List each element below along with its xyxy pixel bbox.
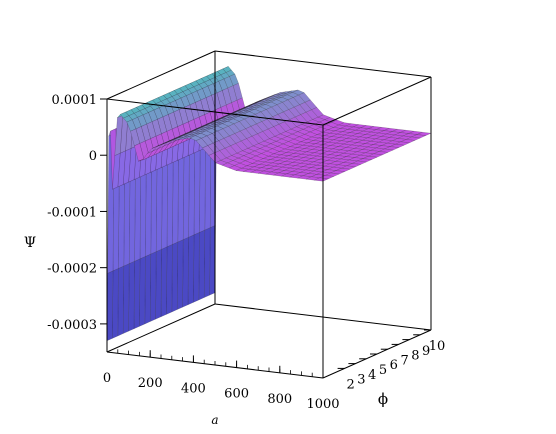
surface-patch [139,256,146,327]
box-edge-7 [106,50,216,100]
surface-patch [198,229,205,301]
surface-patch [204,227,211,298]
surface-patch [313,177,329,182]
tick-marks [100,98,431,378]
tick-labels: 0 200 400 600 800 1000 2 3 4 5 6 7 8 910 0.0001 0 -0.000… [47,93,445,412]
y-tick-label: 8 [411,349,419,364]
z-tick-label: 0.0001 [52,93,98,108]
surface-patch [182,236,189,308]
y-tick-label: 7 [400,353,408,368]
surface-patch [106,270,114,341]
z-tick-label: 0 [89,149,97,164]
surface-patch [171,241,178,313]
surface-patch [160,246,168,317]
surface-patch [177,239,184,310]
y-tick-label: 4 [368,368,376,383]
z-tick-label: -0.0001 [47,205,97,220]
x-tick-label: 0 [103,371,111,386]
surface-patch [155,248,162,320]
surface-patch [112,268,119,339]
x-tick-label: 600 [224,387,249,402]
surface-patch [193,232,200,303]
y-tick-label: 5 [379,363,387,378]
z-tick-label: -0.0003 [47,318,97,333]
surface-patch [123,263,130,334]
y-tick-label: 3 [357,373,365,388]
bounding-box [106,50,432,379]
surface-patch [133,258,141,329]
surface-patch [144,253,151,325]
z-axis-title: Ψ [24,235,36,251]
surface-patch [187,234,195,305]
y-tick-label: 9 [422,344,430,359]
x-tick-label: 200 [138,376,163,391]
x-axis-title: a [211,413,218,427]
surface-patch [166,244,173,315]
z-tick-label: -0.0002 [47,262,97,277]
surface-patch [117,265,124,337]
y-axis-title: ϕ [378,390,388,408]
y-tick-label: 2 [346,377,354,392]
surface-layer [106,66,432,341]
box-edge-3 [106,303,216,353]
surface-patch [128,260,135,332]
y-tick-label: 6 [390,358,398,373]
surface-patch [150,251,157,322]
x-tick-label: 400 [181,381,206,396]
x-tick-label: 800 [267,392,292,407]
x-tick-label: 1000 [306,397,339,412]
box-edge-5 [322,76,432,126]
box-edge-6 [214,50,432,78]
y-tick-label: 10 [429,339,446,354]
